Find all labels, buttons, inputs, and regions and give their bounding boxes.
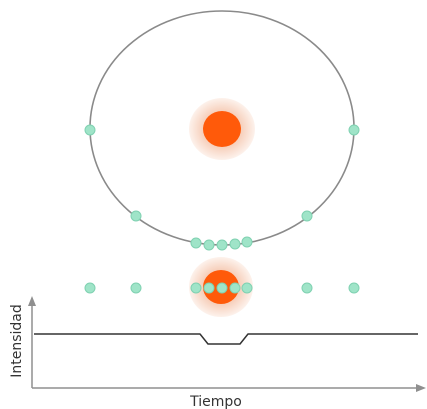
x-axis-arrow: [416, 384, 426, 392]
planet-icon: [190, 237, 202, 249]
planet-icon: [203, 282, 215, 294]
light-curve-chart: Intensidad Tiempo: [9, 296, 426, 409]
star: [203, 111, 241, 147]
star-icon: [189, 98, 255, 160]
edge-on-planets: [84, 282, 360, 294]
planet-icon: [130, 210, 142, 222]
planet-icon: [241, 282, 253, 294]
planet-icon: [301, 282, 313, 294]
planet-icon: [216, 282, 228, 294]
planet-icon: [203, 239, 215, 251]
x-axis-label: Tiempo: [189, 394, 242, 409]
planet-icon: [216, 239, 228, 251]
y-axis-arrow: [28, 296, 36, 306]
planet-icon: [84, 124, 96, 136]
orbit-planets: [84, 124, 360, 251]
planet-icon: [190, 282, 202, 294]
y-axis-label: Intensidad: [9, 304, 25, 378]
planet-icon: [229, 238, 241, 250]
planet-icon: [229, 282, 241, 294]
planet-icon: [84, 282, 96, 294]
planet-icon: [348, 124, 360, 136]
planet-icon: [301, 210, 313, 222]
edge-on-view: [84, 257, 360, 317]
planet-icon: [130, 282, 142, 294]
planet-icon: [348, 282, 360, 294]
orbit-view: [84, 10, 360, 251]
planet-icon: [241, 236, 253, 248]
light-curve-line: [34, 333, 418, 345]
